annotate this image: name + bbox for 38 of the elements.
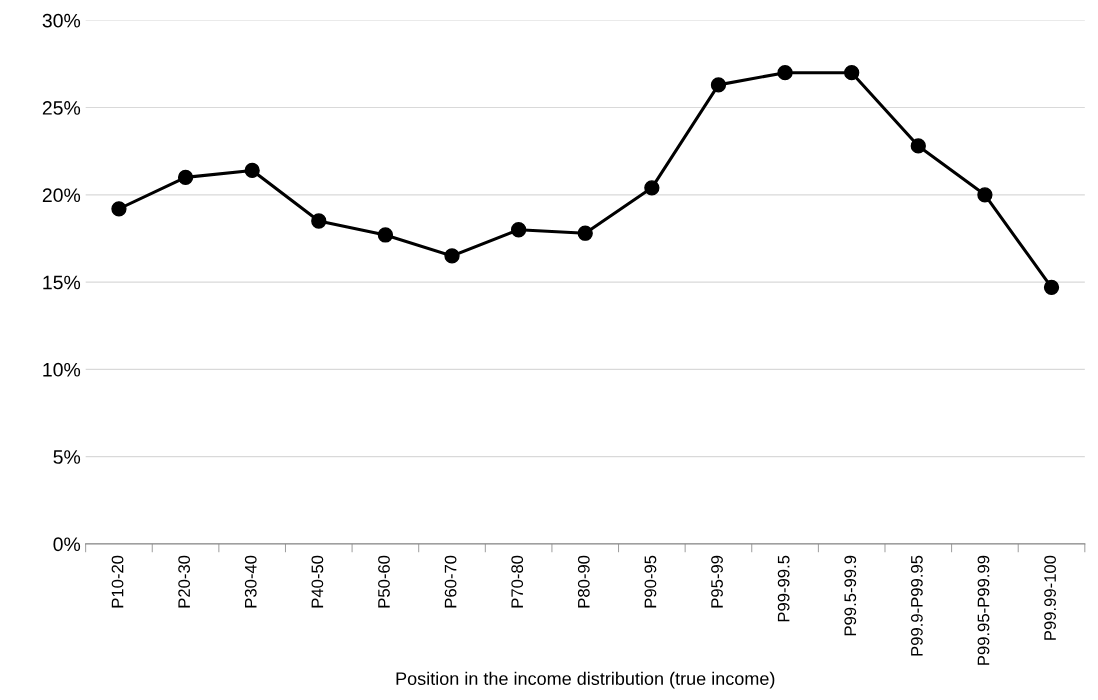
x-tick-label: P50-60: [378, 555, 390, 608]
x-tick-label: P10-20: [111, 555, 124, 608]
x-tick-label: P99.99-100: [1044, 555, 1056, 640]
point: [977, 187, 993, 203]
y-tick-label: 10%: [43, 362, 81, 377]
point: [644, 180, 660, 196]
y-tick-label: 20%: [42, 188, 81, 203]
point: [377, 227, 394, 243]
x-axis-title: Position in the income distribution (true income): [396, 671, 775, 689]
point: [1043, 279, 1060, 295]
point: [844, 65, 860, 81]
x-tick-label: P99-99.5: [777, 555, 790, 622]
point: [710, 77, 727, 93]
point: [311, 213, 327, 229]
x-tick-label: P99.9-P99.95: [910, 555, 923, 656]
x-tick-label: P80-90: [577, 555, 590, 608]
point: [577, 225, 593, 241]
point: [510, 222, 527, 238]
point: [111, 201, 127, 217]
x-tick-label: P90-95: [644, 555, 657, 608]
x-tick-label: P30-40: [244, 555, 257, 608]
y-tick-label: 30%: [42, 13, 81, 28]
x-tick-label: P99.95-P99.99: [977, 555, 990, 665]
y-tick-label: 15%: [43, 275, 81, 290]
x-tick-label: P99.5-99.9: [844, 555, 857, 636]
x-tick-label: P95-99: [711, 555, 723, 608]
x-tick-label: P70-80: [511, 555, 524, 608]
y-tick-label: 5%: [53, 450, 81, 464]
y-tick-label: 25%: [42, 101, 81, 115]
point: [244, 162, 260, 179]
y-tick-label: 0%: [53, 537, 81, 552]
point: [444, 248, 460, 264]
point: [910, 138, 926, 154]
point: [777, 65, 793, 81]
point: [177, 169, 194, 186]
x-tick-label: P20-30: [178, 555, 191, 608]
x-tick-label: P60-70: [444, 555, 457, 608]
x-tick-label: P40-50: [311, 555, 324, 608]
